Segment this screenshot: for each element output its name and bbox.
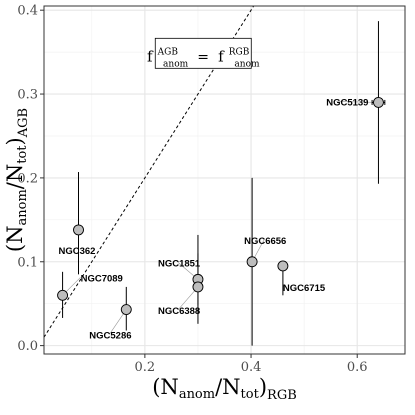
point-label-ngc6656: NGC6656 (244, 236, 286, 247)
x-tick-label: 0.4 (241, 360, 262, 375)
x-label-close: ) (259, 375, 267, 399)
annotation-lhs-sup: AGB (157, 47, 179, 57)
y-label-mid: /N (3, 164, 27, 189)
annotation-rhs: f (218, 47, 225, 65)
x-tick-label: 0.6 (347, 360, 368, 375)
y-label-sub2: tot (15, 145, 30, 164)
point-label-ngc7089: NGC7089 (81, 273, 123, 284)
y-tick-label: 0.2 (17, 171, 38, 186)
x-label-open: (N (152, 375, 179, 399)
x-axis-ticks: 0.2 0.4 0.6 (135, 354, 368, 375)
data-point-ngc6388 (192, 281, 204, 293)
x-label-sub3: RGB (267, 388, 297, 403)
y-tick-label: 0.0 (17, 339, 38, 354)
data-point-ngc5139 (373, 96, 384, 108)
plot-panel-border (43, 5, 406, 355)
annotation-rhs-sup: RGB (229, 47, 250, 57)
data-point-ngc5286 (120, 304, 132, 316)
label-connector (336, 101, 379, 103)
point-label-ngc362: NGC362 (59, 246, 96, 257)
point-label-ngc1851: NGC1851 (158, 258, 201, 269)
data-point-ngc362 (73, 224, 84, 236)
annotation-text: f AGB anom = f RGB anom (147, 39, 260, 70)
x-label-sub2: tot (241, 387, 260, 402)
data-point-ngc6656 (246, 256, 258, 268)
data-points (57, 96, 384, 316)
y-label-sub3: AGB (16, 108, 31, 138)
data-point-ngc7089 (57, 289, 69, 301)
x-label-mid: /N (215, 375, 240, 399)
x-tick-label: 0.2 (135, 360, 156, 375)
y-axis-label: (Nanom/Ntot)AGB (3, 108, 31, 252)
x-label-sub1: anom (179, 387, 215, 402)
point-label-ngc6715: NGC6715 (283, 283, 326, 294)
point-label-ngc6388: NGC6388 (158, 306, 200, 317)
annotation-lhs-sub: anom (163, 59, 189, 69)
x-axis-label: (Nanom/Ntot)RGB (152, 375, 297, 403)
equation-annotation: f AGB anom = f RGB anom (147, 37, 260, 70)
y-tick-label: 0.4 (17, 4, 38, 19)
data-point-ngc6715 (277, 260, 289, 272)
point-label-ngc5286: NGC5286 (89, 331, 131, 342)
y-axis-ticks: 0.0 0.1 0.2 0.3 0.4 (17, 4, 44, 354)
y-label-close: ) (3, 137, 27, 145)
annotation-equals: = (197, 49, 209, 65)
y-label-sub1: anom (15, 189, 30, 225)
y-tick-label: 0.3 (17, 88, 38, 103)
point-labels: NGC5139 NGC362 NGC7089 NGC5286 NGC1851 NGC638… (59, 97, 369, 341)
annotation-rhs-sub: anom (234, 59, 260, 69)
y-tick-label: 0.1 (17, 255, 38, 270)
y-label-open: (N (3, 225, 27, 252)
annotation-box (154, 37, 252, 69)
point-label-ngc5139: NGC5139 (326, 97, 368, 108)
annotation-lhs: f (147, 47, 154, 65)
